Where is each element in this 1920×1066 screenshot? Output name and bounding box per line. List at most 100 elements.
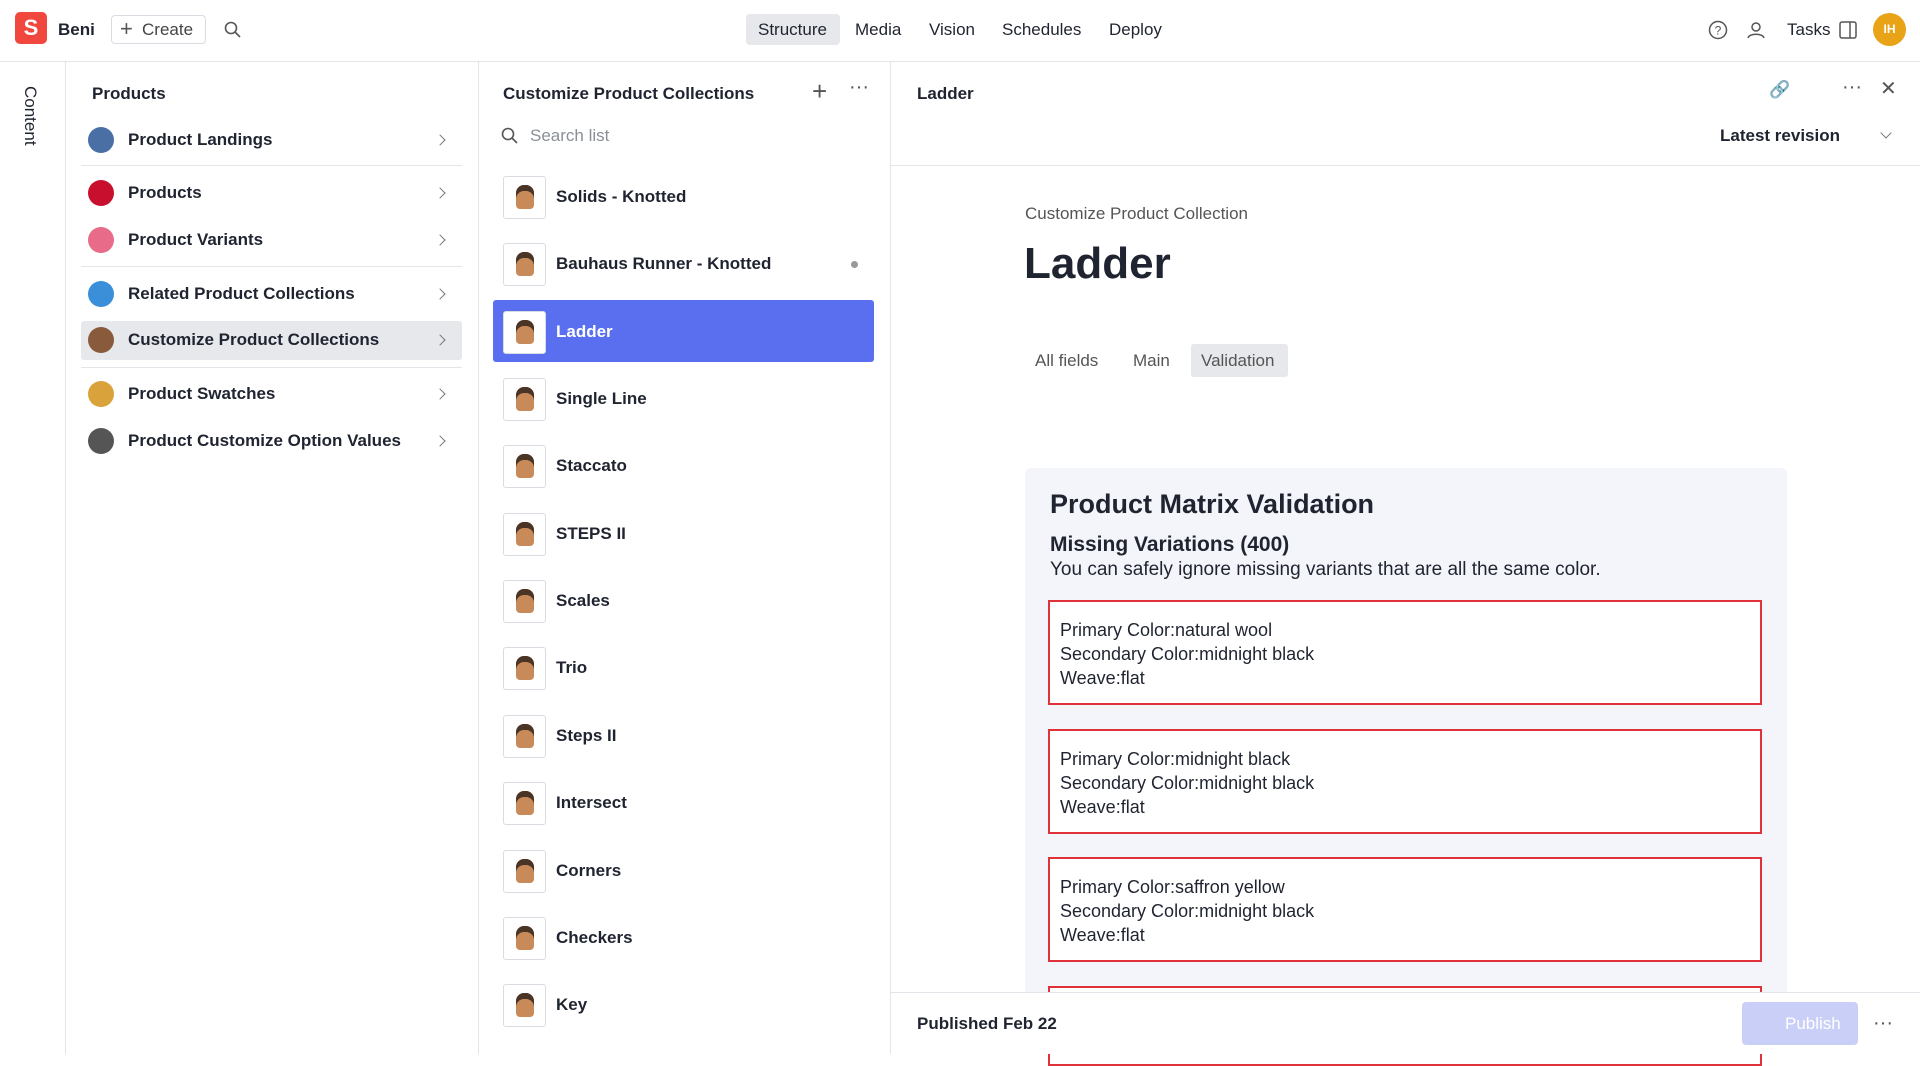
logo[interactable]: S — [15, 12, 47, 44]
menu-icon[interactable]: ··· — [1873, 1012, 1893, 1034]
chevron — [434, 187, 446, 199]
thumbnail — [503, 243, 546, 287]
variation-line: Secondary Color:midnight black — [1060, 644, 1315, 664]
variation-box: Primary Color:saffron yellow Secondary Co… — [1048, 857, 1762, 962]
svg-text:?: ? — [1715, 24, 1722, 38]
list-row[interactable]: Solids - Knotted — [556, 187, 687, 206]
divider — [0, 61, 1920, 62]
variation-line: Primary Color:midnight black — [1060, 748, 1291, 769]
row-icon — [88, 327, 114, 353]
selected-row — [81, 321, 462, 360]
tab[interactable]: Validation — [1201, 351, 1275, 370]
nav-item[interactable]: Vision — [929, 20, 975, 39]
selected-row — [493, 300, 874, 362]
list-row[interactable]: Checkers — [556, 927, 633, 947]
divider — [81, 367, 462, 368]
workspace[interactable]: Beni — [58, 20, 95, 39]
pane-title: Products — [92, 84, 166, 103]
thumbnail — [503, 512, 546, 556]
status-dot — [851, 261, 858, 268]
revision[interactable]: Latest revision — [1720, 126, 1840, 145]
variation-box: Primary Color:midnight black Secondary Co… — [1048, 728, 1762, 834]
doc-header: Ladder — [917, 84, 974, 103]
list-row[interactable]: STEPS II — [556, 523, 626, 543]
nav-item[interactable]: Deploy — [1109, 20, 1162, 39]
menu-icon[interactable]: ··· — [1842, 76, 1862, 98]
list-row[interactable]: Staccato — [556, 456, 627, 476]
list-row[interactable]: Scales — [556, 591, 610, 611]
thumbnail — [503, 176, 546, 219]
list-row[interactable]: Trio — [556, 658, 588, 678]
search-input[interactable]: Search list — [530, 126, 610, 145]
thumbnail — [503, 378, 546, 422]
content-tab[interactable]: Content — [21, 86, 40, 146]
chevron — [434, 134, 446, 146]
thumbnail — [503, 714, 546, 758]
tab[interactable]: All fields — [1035, 351, 1099, 370]
nav-active — [746, 14, 840, 45]
create-button[interactable]: Create — [111, 15, 206, 44]
help-icon[interactable]: ? — [1708, 20, 1728, 40]
nav-item[interactable]: Media — [855, 20, 902, 39]
list-row[interactable]: Ladder — [556, 321, 613, 341]
thumbnail — [503, 849, 546, 893]
menu-icon[interactable]: ··· — [849, 76, 869, 98]
row-icon — [88, 381, 114, 407]
list-row[interactable]: Steps II — [556, 725, 617, 745]
panel-icon[interactable] — [1839, 21, 1857, 39]
list-row[interactable]: Corners — [556, 860, 622, 880]
validation-note: You can safely ignore missing variants t… — [1050, 559, 1601, 580]
nav-item[interactable]: Schedules — [1002, 20, 1082, 39]
variation-line: Secondary Color:midnight black — [1060, 901, 1315, 921]
variation-box: Primary Color:natural wool Secondary Colo… — [1048, 600, 1762, 705]
nav-row[interactable]: Products — [128, 183, 202, 202]
row-icon — [88, 180, 114, 206]
thumbnail — [503, 580, 546, 624]
row-icon — [88, 227, 114, 253]
thumbnail — [503, 916, 546, 960]
search-icon — [501, 127, 518, 144]
doc-type: Customize Product Collection — [1025, 204, 1248, 223]
chevron — [434, 288, 446, 300]
doc-title: Ladder — [1024, 239, 1171, 288]
tab-active — [1191, 344, 1288, 377]
list-row[interactable]: Key — [556, 995, 588, 1015]
row-icon — [88, 428, 114, 454]
nav-row[interactable]: Related Product Collections — [128, 284, 355, 303]
nav-row[interactable]: Customize Product Collections — [128, 330, 380, 349]
publish-button[interactable]: Publish — [1742, 1002, 1858, 1045]
thumbnail — [503, 647, 546, 691]
list-row[interactable]: Bauhaus Runner - Knotted — [556, 254, 772, 274]
divider — [890, 61, 891, 1054]
nav-item[interactable]: Structure — [758, 20, 827, 39]
divider — [65, 61, 66, 1054]
divider — [890, 165, 1920, 166]
avatar[interactable]: IH — [1873, 13, 1906, 46]
nav-row[interactable]: Product Customize Option Values — [128, 431, 401, 450]
list-row[interactable]: Intersect — [556, 793, 627, 813]
variation-line: Primary Color:natural wool — [1060, 620, 1273, 640]
thumbnail — [503, 782, 546, 826]
nav-row[interactable]: Product Variants — [128, 230, 264, 249]
nav-row[interactable]: Product Swatches — [128, 384, 276, 403]
doc-actions[interactable]: 🔗 — [1769, 80, 1815, 99]
row-icon — [88, 127, 114, 153]
variation-line: Secondary Color:midnight black — [1060, 772, 1315, 793]
variation-line: Weave:flat — [1060, 796, 1145, 817]
list-row[interactable]: Single Line — [556, 389, 647, 409]
add-icon[interactable]: + — [812, 76, 828, 106]
divider — [81, 165, 462, 166]
validation-title: Product Matrix Validation — [1050, 489, 1375, 519]
plus-icon: + — [120, 16, 133, 41]
search-icon[interactable] — [224, 21, 242, 39]
nav-row[interactable]: Product Landings — [128, 130, 273, 149]
presence-icon[interactable] — [1746, 20, 1766, 40]
tasks[interactable]: Tasks — [1787, 20, 1831, 39]
validation-subtitle: Missing Variations (400) — [1050, 533, 1290, 556]
variation-line: Weave:flat — [1060, 925, 1145, 945]
divider — [81, 266, 462, 267]
close-icon[interactable]: ✕ — [1880, 78, 1897, 100]
tab[interactable]: Main — [1133, 351, 1170, 370]
chevron — [434, 388, 446, 400]
